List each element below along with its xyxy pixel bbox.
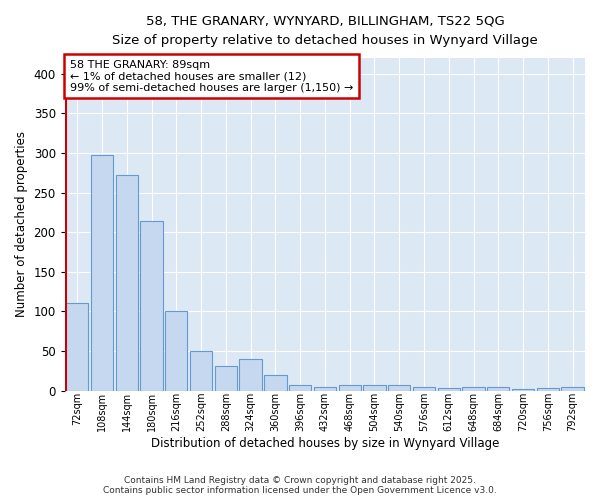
Bar (388, 385, 410, 390)
Bar (289, 385, 311, 390)
Bar (437, 388, 460, 390)
Bar (364, 385, 386, 390)
Bar (140, 221, 163, 390)
Bar (338, 385, 361, 390)
Bar (536, 388, 559, 390)
Bar (463, 386, 485, 390)
Bar (91, 154, 113, 390)
Text: Contains HM Land Registry data © Crown copyright and database right 2025.
Contai: Contains HM Land Registry data © Crown c… (103, 476, 497, 495)
Bar (66, 304, 88, 390)
Bar (562, 388, 584, 390)
Bar (190, 351, 212, 391)
Bar (264, 374, 287, 390)
Bar (215, 366, 237, 390)
Y-axis label: Number of detached properties: Number of detached properties (15, 131, 28, 317)
X-axis label: Distribution of detached houses by size in Wynyard Village: Distribution of detached houses by size … (151, 437, 499, 450)
Bar (116, 175, 138, 390)
Text: 58 THE GRANARY: 89sqm
← 1% of detached houses are smaller (12)
99% of semi-detac: 58 THE GRANARY: 89sqm ← 1% of detached h… (70, 60, 353, 93)
Bar (413, 388, 435, 390)
Bar (314, 388, 336, 390)
Title: 58, THE GRANARY, WYNYARD, BILLINGHAM, TS22 5QG
Size of property relative to deta: 58, THE GRANARY, WYNYARD, BILLINGHAM, TS… (112, 15, 538, 47)
Bar (239, 359, 262, 390)
Bar (512, 389, 534, 390)
Bar (165, 310, 187, 390)
Bar (487, 388, 509, 390)
